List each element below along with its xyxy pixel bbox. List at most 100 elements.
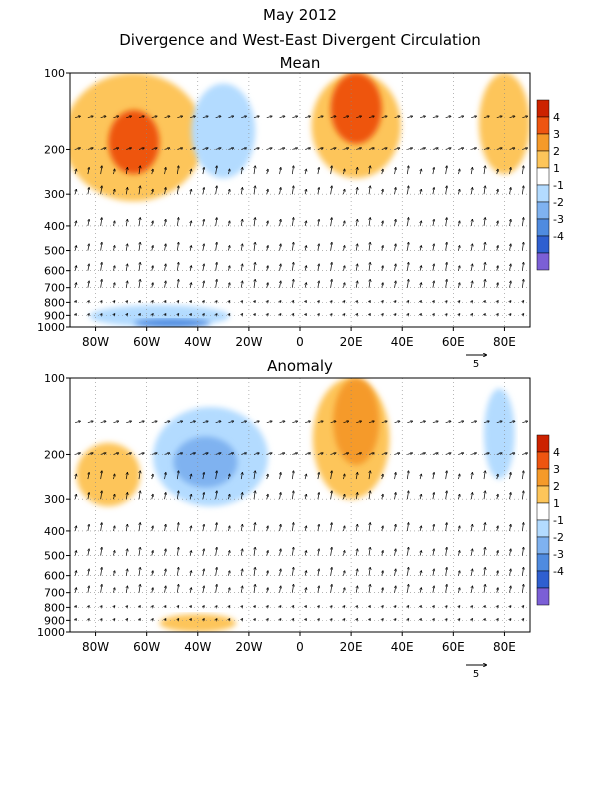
circulation-vector [471, 301, 472, 303]
circulation-vector [510, 569, 511, 576]
circulation-vector [88, 244, 89, 251]
circulation-vector [254, 491, 255, 500]
circulation-vector [343, 246, 344, 251]
circulation-vector [152, 474, 153, 480]
circulation-vector [446, 263, 447, 271]
circulation-vector [318, 314, 319, 316]
circulation-vector [216, 471, 217, 480]
circulation-vector [101, 606, 102, 608]
x-tick-label: 20W [235, 335, 262, 349]
circulation-vector [331, 471, 332, 480]
circulation-vector [177, 606, 178, 608]
circulation-vector [356, 314, 357, 316]
circulation-vector [471, 244, 472, 251]
circulation-vector [101, 548, 102, 556]
circulation-vector [203, 264, 204, 271]
circulation-vector [280, 244, 281, 251]
circulation-vector [497, 314, 498, 316]
circulation-vector [88, 188, 89, 195]
circulation-vector [446, 491, 447, 500]
circulation-vector [267, 266, 268, 271]
circulation-vector [292, 491, 293, 500]
circulation-vector [126, 453, 131, 455]
circulation-vector [458, 619, 459, 621]
circulation-vector [356, 549, 357, 556]
circulation-vector [368, 116, 374, 118]
circulation-vector [369, 301, 370, 303]
circulation-vector [497, 169, 498, 175]
circulation-vector [113, 283, 114, 288]
circulation-vector [446, 166, 447, 175]
circulation-vector [331, 280, 332, 288]
circulation-vector [280, 301, 281, 303]
circulation-vector [407, 619, 408, 621]
circulation-vector [433, 606, 434, 608]
circulation-vector [126, 244, 127, 251]
circulation-vector [228, 606, 229, 608]
circulation-vector [139, 314, 140, 316]
circulation-vector [292, 585, 293, 593]
circulation-vector [279, 116, 285, 118]
circulation-vector [267, 190, 268, 195]
circulation-vector [382, 221, 383, 227]
circulation-vector [522, 301, 523, 303]
circulation-vector [280, 493, 281, 500]
circulation-vector [471, 493, 472, 500]
circulation-vector [101, 243, 102, 251]
y-tick-label: 500 [44, 245, 65, 258]
circulation-vector [279, 148, 285, 150]
circulation-vector [177, 548, 178, 556]
y-tick-label: 100 [44, 372, 65, 385]
circulation-vector [228, 314, 229, 316]
circulation-vector [254, 568, 255, 576]
circulation-vector [202, 421, 208, 423]
circulation-vector [458, 588, 459, 593]
circulation-vector [343, 283, 344, 288]
circulation-vector [356, 453, 361, 455]
y-tick-label: 900 [44, 614, 65, 627]
circulation-vector [458, 474, 459, 480]
circulation-vector [510, 264, 511, 271]
circulation-vector [471, 525, 472, 531]
circulation-vector [254, 314, 255, 316]
circulation-vector [458, 283, 459, 288]
circulation-vector [331, 314, 332, 316]
shading-layer [70, 73, 530, 327]
circulation-vector [228, 148, 233, 150]
circulation-vector [139, 523, 140, 531]
circulation-vector [152, 495, 153, 500]
x-tick-label: 40W [184, 640, 211, 654]
circulation-vector [190, 169, 191, 175]
circulation-vector [331, 166, 332, 175]
colorbar-cell [536, 485, 550, 504]
circulation-vector [305, 495, 306, 500]
circulation-vector [305, 526, 306, 532]
colorbar-cell [536, 150, 550, 169]
colorbar-label: 3 [553, 463, 560, 476]
circulation-vector [510, 473, 511, 480]
x-tick-label: 20E [340, 335, 363, 349]
circulation-vector [126, 264, 127, 271]
circulation-vector [279, 421, 285, 423]
circulation-vector [343, 526, 344, 532]
circulation-vector [458, 246, 459, 251]
circulation-vector [126, 220, 127, 226]
y-tick-label: 600 [44, 265, 65, 278]
circulation-vector [177, 280, 178, 288]
circulation-vector [254, 243, 255, 251]
y-tick-label: 600 [44, 570, 65, 583]
circulation-vector [241, 473, 242, 480]
circulation-vector [228, 551, 229, 556]
circulation-vector [407, 148, 412, 150]
circulation-vector [484, 619, 485, 621]
circulation-vector [483, 116, 489, 118]
circulation-vector [458, 495, 459, 500]
circulation-vector [241, 421, 246, 423]
colorbar-cell [536, 116, 550, 135]
circulation-vector [331, 491, 332, 500]
circulation-vector [87, 453, 93, 455]
circulation-vector [253, 148, 259, 150]
circulation-vector [113, 571, 114, 576]
circulation-vector [280, 188, 281, 195]
circulation-vector [126, 549, 127, 556]
